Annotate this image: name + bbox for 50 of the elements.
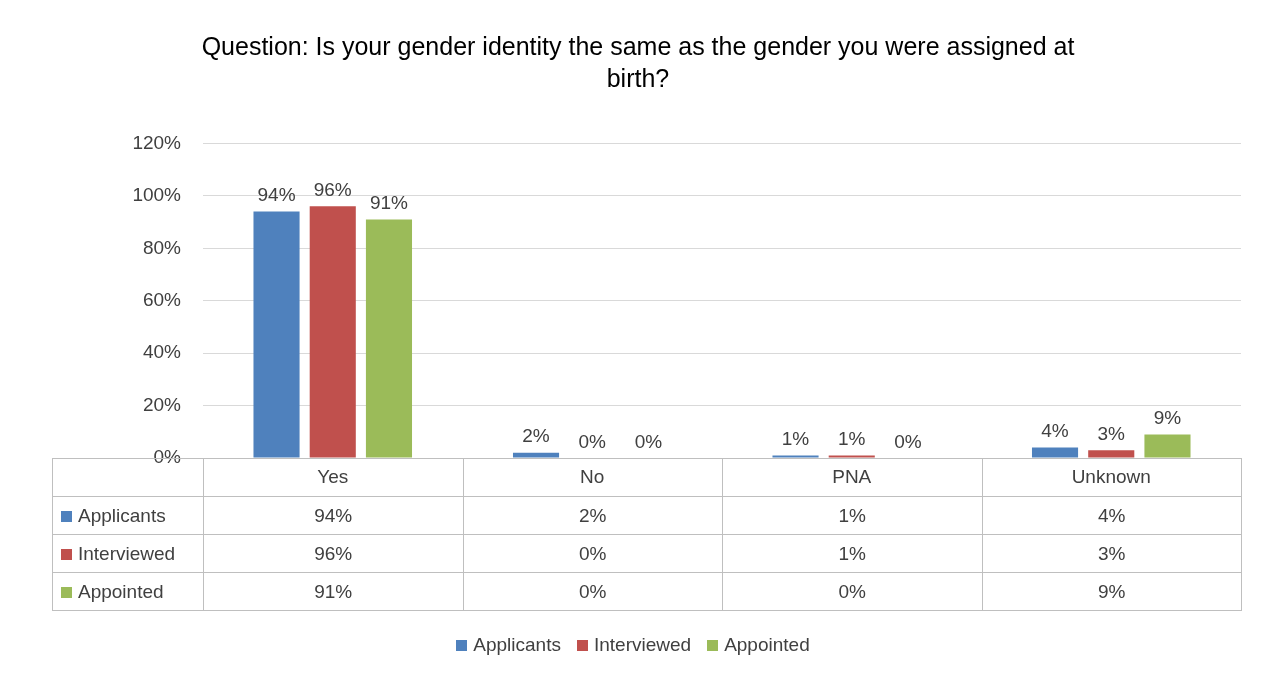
text: 91% — [369, 192, 408, 214]
chart-title: Question: Is your gender identity the same as the gender you were assigned at birth? — [200, 31, 1076, 94]
text: 9% — [1153, 407, 1182, 429]
data-label: 9% — [982, 572, 1242, 611]
data-label: 0% — [463, 534, 723, 573]
data-label: 0% — [722, 572, 982, 611]
legend-label: Appointed — [723, 634, 810, 655]
y-tick-label: 80% — [142, 236, 182, 258]
text: 3% — [1097, 422, 1125, 444]
bar — [772, 455, 819, 458]
data-label: 2% — [463, 496, 723, 535]
text: 4% — [1041, 420, 1069, 442]
data-label: 0% — [463, 572, 723, 611]
text: Applicants — [473, 634, 561, 655]
bar — [1088, 450, 1135, 458]
data-label: 94% — [203, 496, 463, 535]
text: 1% — [781, 428, 810, 450]
data-label: 1% — [722, 496, 982, 535]
bar — [1144, 434, 1191, 458]
data-label: 3% — [982, 534, 1242, 573]
bar — [512, 452, 560, 458]
text: 94% — [257, 184, 296, 206]
y-tick-label: 60% — [142, 288, 182, 310]
text: 1% — [838, 428, 866, 450]
legend-label: Applicants — [52, 496, 204, 535]
text: Interviewed — [593, 634, 692, 655]
y-tick-label: 120% — [132, 131, 182, 153]
bar — [365, 219, 413, 458]
text: 0% — [894, 430, 922, 452]
text: Appointed — [78, 580, 164, 602]
y-tick-label: 40% — [142, 341, 182, 363]
bar — [253, 211, 300, 458]
data-label: 96% — [203, 534, 463, 573]
text: 0% — [578, 430, 606, 452]
x-tick-label: Unknown — [1071, 465, 1151, 487]
data-label: 1% — [722, 534, 982, 573]
bar — [1031, 447, 1079, 458]
legend-label: Interviewed — [52, 534, 204, 573]
x-tick-label: PNA — [832, 465, 872, 487]
data-label: 4% — [982, 496, 1242, 535]
text: 0% — [634, 430, 663, 452]
y-tick-label: 100% — [132, 184, 182, 206]
x-tick-label: Yes — [317, 465, 349, 487]
text: 96% — [313, 179, 352, 201]
bar — [309, 206, 356, 458]
y-tick-label: 20% — [142, 393, 182, 415]
text: 2% — [522, 425, 550, 447]
data-label: 91% — [203, 572, 463, 611]
x-tick-label: No — [580, 465, 605, 487]
bar — [828, 455, 875, 458]
